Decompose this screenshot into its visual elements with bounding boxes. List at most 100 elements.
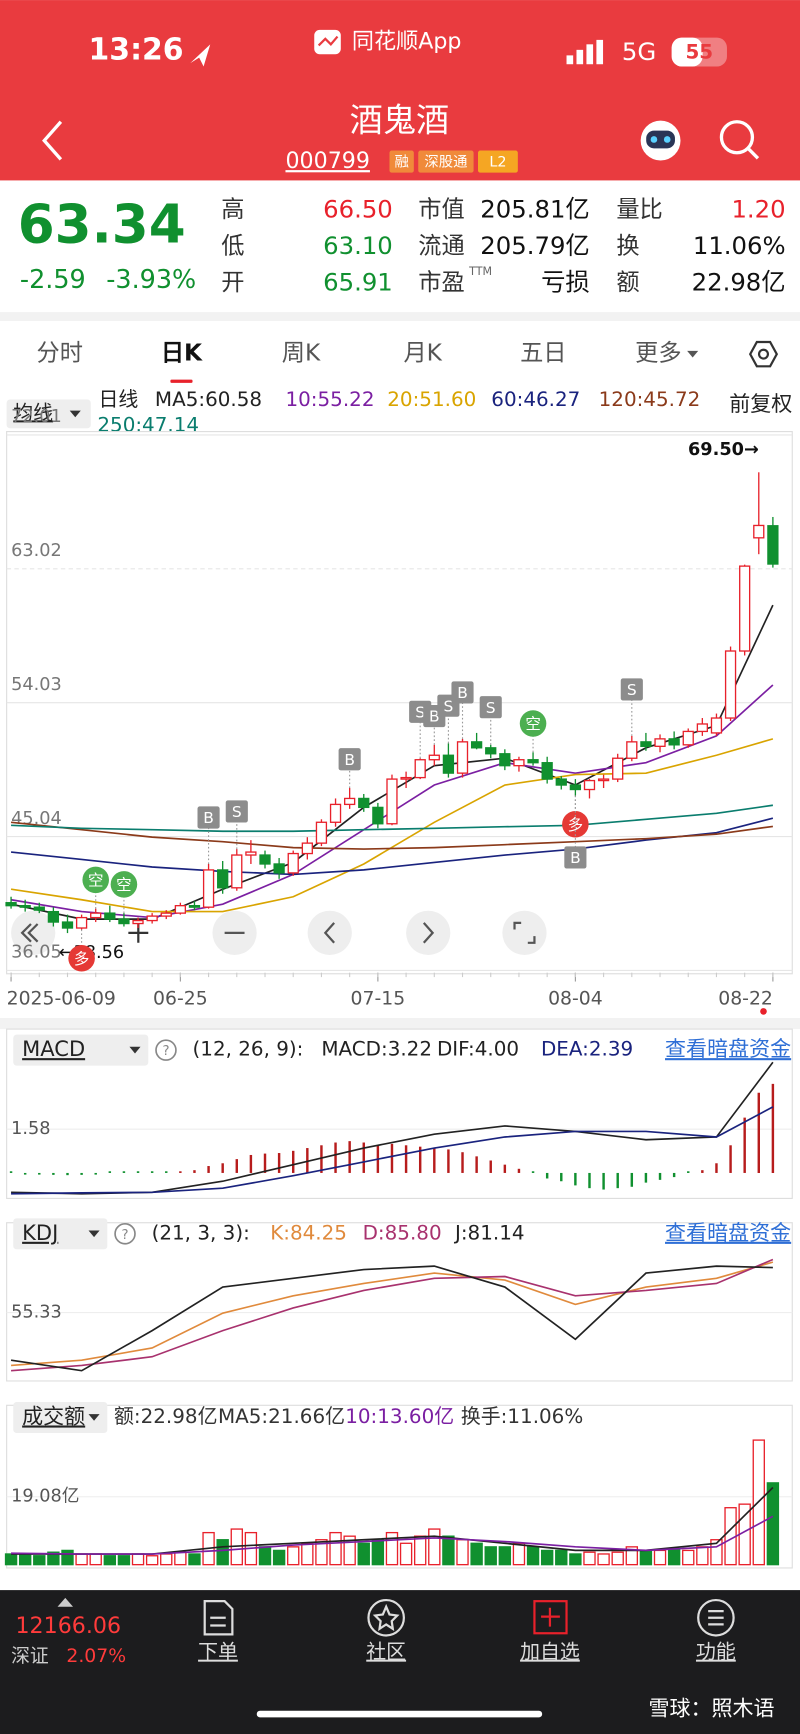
link[interactable]: 查看暗盘资金: [665, 1220, 791, 1245]
tab[interactable]: 分时: [37, 340, 83, 367]
stock-name: 酒鬼酒: [350, 100, 450, 139]
candle-body: [442, 754, 455, 774]
kdj-line: [10, 1265, 773, 1372]
indicator-line: [11, 1515, 774, 1555]
volume-bar: [385, 1531, 399, 1566]
community-icon[interactable]: [367, 1598, 405, 1637]
tab[interactable]: 周K: [282, 340, 321, 367]
x-tick-label: 2025-06-09: [7, 989, 116, 1010]
tab[interactable]: 月K: [403, 340, 442, 367]
candle-body: [104, 912, 116, 920]
volume-bar: [413, 1535, 427, 1566]
next-button[interactable]: [406, 910, 451, 955]
volume-bar: [428, 1528, 441, 1566]
dropdown-arrow: [88, 1414, 100, 1421]
indicator-selector[interactable]: 成交额: [22, 1403, 85, 1428]
x-tick-label: 07-15: [351, 989, 406, 1010]
candle-body: [5, 902, 17, 907]
add-watch-icon[interactable]: [533, 1600, 568, 1635]
prev-button[interactable]: [307, 910, 352, 955]
volume-bar: [131, 1553, 145, 1566]
candle-body: [767, 525, 779, 565]
candle-body: [654, 738, 666, 747]
link[interactable]: 查看暗盘资金: [665, 1036, 791, 1061]
x-tick-label: 08-04: [548, 989, 603, 1010]
function-icon[interactable]: [697, 1598, 735, 1637]
app-name: 同花顺App: [352, 29, 462, 55]
candle-body: [188, 905, 201, 908]
stat-label: 流通: [418, 232, 464, 259]
x-tick-label: 06-25: [153, 989, 208, 1010]
volume-bar: [470, 1542, 483, 1566]
params: (21, 3, 3):: [152, 1221, 250, 1244]
selector-bg: [13, 1034, 149, 1066]
volume-bar: [583, 1551, 596, 1566]
candle-body: [682, 730, 694, 746]
candle-body: [583, 779, 596, 791]
readout: MA5:21.66亿: [218, 1405, 345, 1428]
signal-label: B: [457, 684, 468, 702]
candle-body: [202, 869, 215, 908]
candle-body: [386, 778, 398, 825]
tab[interactable]: 日K: [161, 340, 203, 367]
tab[interactable]: 五日: [520, 340, 566, 367]
volume-bar: [639, 1549, 653, 1566]
signal-badge: [564, 846, 587, 869]
nav-item[interactable]: 功能: [696, 1641, 736, 1664]
app-icon-glyph: [317, 35, 339, 47]
fullscreen-button[interactable]: [502, 910, 547, 955]
candle-body: [174, 905, 187, 914]
indicator-line: [11, 1061, 774, 1195]
volume-bar: [188, 1553, 201, 1566]
volume-bar: [145, 1555, 159, 1566]
stat-value: 205.81亿: [480, 194, 589, 223]
indicator-selector[interactable]: MACD: [22, 1036, 85, 1061]
signal-label: 空: [88, 871, 103, 889]
candle-body: [513, 759, 525, 767]
indicator-line: [10, 738, 774, 913]
kdj-line: [11, 1261, 774, 1367]
stat-label: 换: [616, 232, 639, 259]
rewind-button[interactable]: [11, 910, 56, 955]
signal-label: B: [570, 849, 581, 867]
network: 5G: [622, 37, 656, 66]
signal-label: 多: [74, 950, 89, 968]
readout: 换手:11.06%: [461, 1405, 583, 1428]
stat-value: 63.10: [323, 231, 393, 260]
candle-body: [499, 753, 511, 767]
nav-item[interactable]: 加自选: [520, 1641, 580, 1664]
readout: DIF:4.00: [437, 1038, 519, 1061]
order-icon[interactable]: [203, 1600, 234, 1636]
candle-body: [132, 919, 144, 925]
ma-selector[interactable]: 均线: [13, 401, 53, 424]
signal-label: S: [415, 703, 425, 721]
volume-bar: [696, 1546, 709, 1566]
candle-body: [245, 851, 257, 856]
volume-bar: [61, 1549, 74, 1566]
y-tick-label: 19.08亿: [11, 1486, 79, 1507]
candle-body: [626, 741, 638, 759]
candle-body: [569, 784, 582, 791]
dropdown-arrow: [88, 1230, 100, 1238]
stat-label: 高: [221, 196, 244, 223]
volume-bar: [442, 1535, 455, 1566]
candle-body: [724, 650, 737, 719]
signal-badge: [620, 678, 643, 701]
clock: 13:26: [89, 32, 184, 67]
tab[interactable]: 更多: [635, 340, 681, 367]
kdj-line: [11, 1258, 774, 1372]
candle-body: [231, 854, 243, 889]
signal-badge: [225, 800, 248, 823]
indicator-selector[interactable]: KDJ: [22, 1220, 58, 1245]
settings-button[interactable]: [748, 340, 779, 368]
volume-bar: [160, 1553, 173, 1566]
volume-bar: [569, 1553, 582, 1566]
nav-item[interactable]: 社区: [366, 1641, 406, 1664]
y-tick-label: 55.33: [11, 1303, 62, 1323]
stat-value: 22.98亿: [692, 267, 786, 296]
candle-body: [414, 759, 426, 779]
back-button[interactable]: [42, 120, 63, 161]
nav-item[interactable]: 下单: [198, 1641, 238, 1664]
search-button[interactable]: [719, 120, 755, 155]
